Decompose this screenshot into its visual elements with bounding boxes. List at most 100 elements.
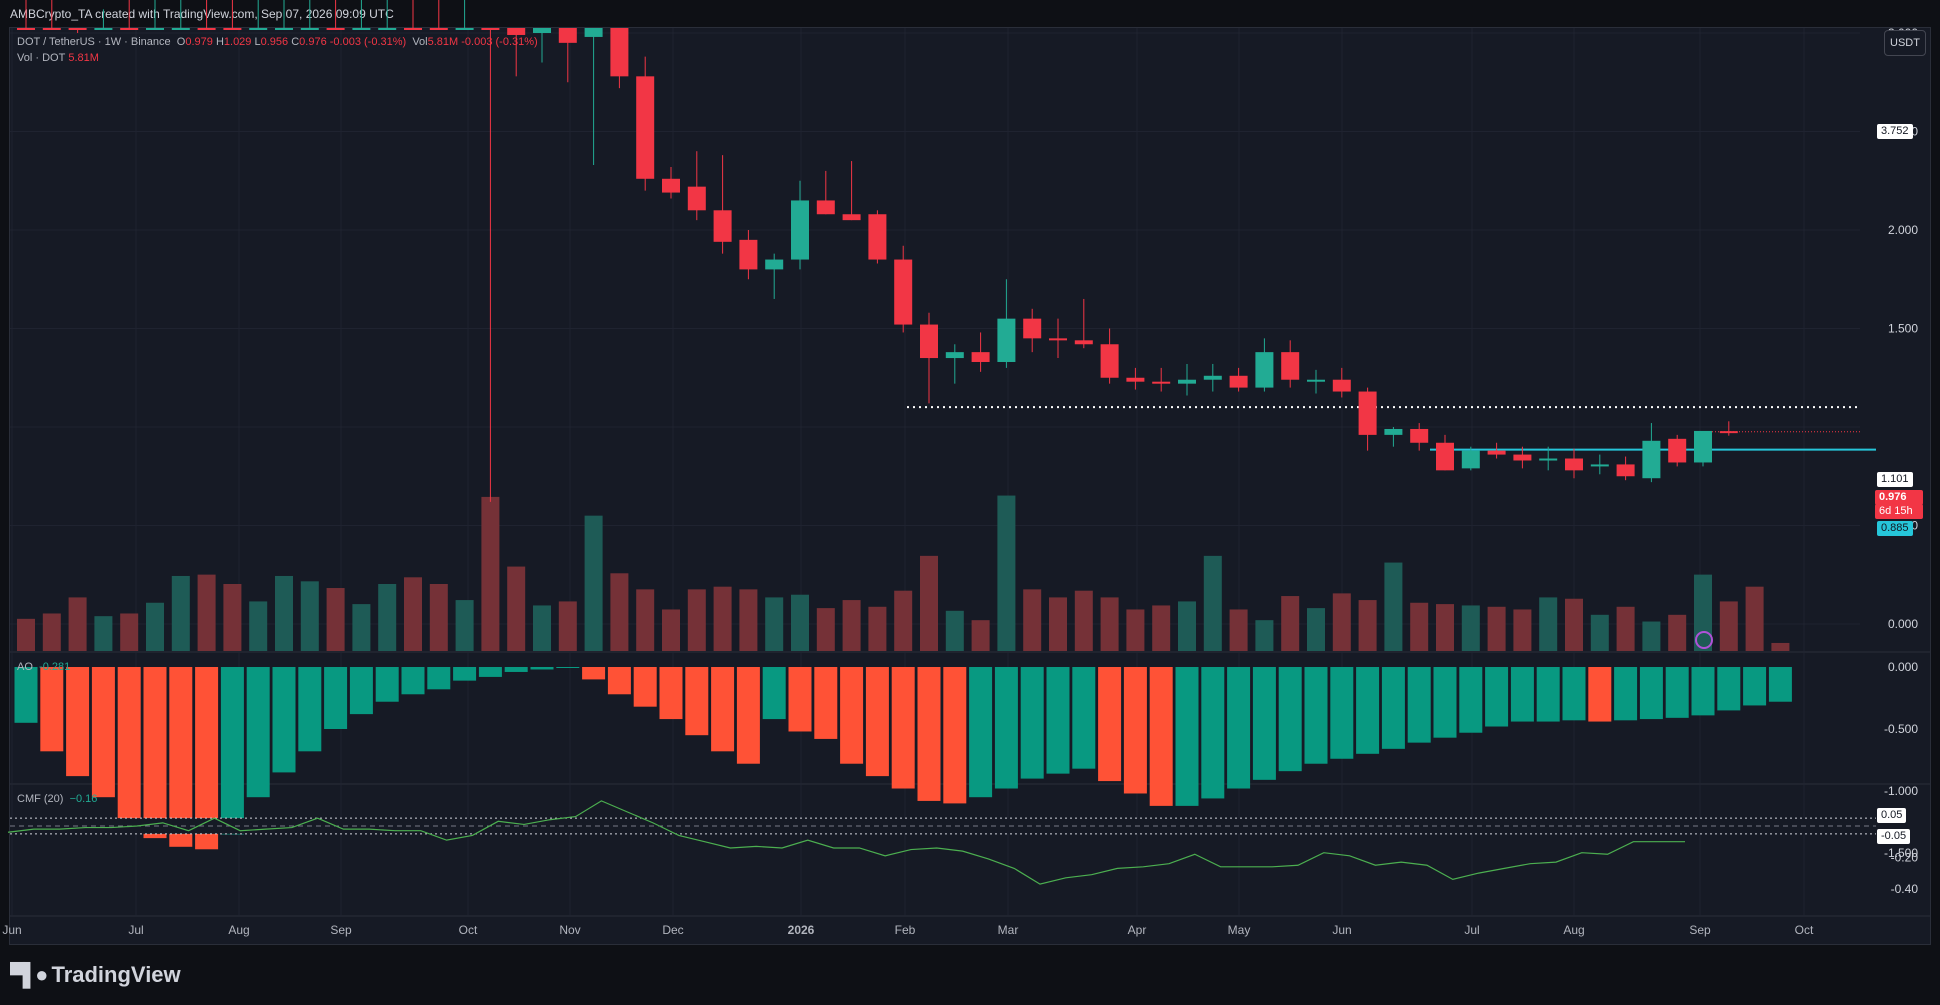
volume-bar [1023,589,1042,651]
candle-down [610,28,629,77]
candle-up [1694,430,1712,463]
ao-bar [324,667,348,729]
candle-up [1203,375,1222,380]
volume-bar [326,588,345,651]
ao-bar [401,667,425,695]
ao-bar [246,667,270,798]
ao-bar [117,667,141,822]
price-legend: DOT / TetherUS · 1W · Binance O0.979 H1.… [17,36,538,48]
candle-down [1023,318,1042,339]
volume-bar [1126,609,1145,651]
ao-bar [762,667,786,720]
candle-down [713,210,732,242]
volume-bar [713,586,732,651]
volume-bar [429,584,448,651]
ao-bar [530,667,554,670]
ao-bar [685,667,709,736]
candle-down [1358,391,1377,435]
candle-up [352,28,371,30]
volume-bar [1229,609,1248,651]
ao-label[interactable]: AO [17,661,33,673]
x-tick-label: Jul [128,923,143,937]
volume-bar [507,566,526,651]
candle-down [662,178,680,193]
candle-down [429,28,448,30]
volume-bar [1074,590,1093,651]
volume-bar [1384,562,1403,651]
x-tick-label: Oct [1795,923,1814,937]
attribution-text: AMBCrypto_TA created with TradingView.co… [10,7,394,21]
ao-bar [220,667,244,835]
cmf-tag-lower: -0.05 [1877,829,1911,844]
candle-down [636,76,655,179]
ao-bar [272,667,296,773]
x-tick-label: Oct [459,923,478,937]
ao-bar [1536,667,1560,722]
candle-down [920,324,938,359]
volume-bar [1539,597,1558,651]
ao-bar [1407,667,1431,743]
candle-down [558,28,577,43]
low-value: 0.956 [260,36,289,48]
cmf-label[interactable]: CMF (20) [17,793,64,805]
candle-down [1152,381,1171,384]
price-tag-upper-level: 3.752 [1877,124,1913,139]
volume-bar [1461,605,1480,651]
ao-y-tick-label: -1.000 [1884,784,1918,798]
volume-bar [94,616,113,651]
candle-down [687,186,706,211]
candle-down [894,259,913,325]
ao-bar [453,667,477,681]
ao-bar [582,667,606,680]
x-tick-label: 2026 [788,923,815,937]
candle-down [1565,458,1583,471]
candle-up [300,28,319,30]
cmf-y-tick-label: -0.40 [1891,882,1919,896]
ao-bar [1717,667,1741,711]
ao-bar [1743,667,1767,706]
candle-down [42,28,61,30]
volume-bar [945,610,964,651]
candle-down [1668,438,1687,463]
ao-bar [1381,667,1405,749]
ao-bar [504,667,528,672]
symbol-label[interactable]: DOT / TetherUS · 1W · Binance [17,36,171,48]
ao-bar [1330,667,1354,759]
vol-dot-label[interactable]: Vol · DOT [17,52,66,64]
tradingview-logo-icon: ▀▌● [10,962,49,987]
volume-bar [1590,614,1609,651]
candle-down [1436,442,1454,471]
ao-bar [14,667,38,723]
volume-bar [249,601,268,651]
ao-bar [1665,667,1689,718]
vol-dot-value: 5.81M [68,52,99,64]
y-tick-label: 0.000 [1888,617,1918,631]
volume-bar [378,584,397,651]
candle-down [1049,338,1067,341]
volume-bar [687,589,706,651]
candle-down [739,239,758,270]
x-tick-label: Feb [895,923,916,937]
candle-down [971,352,990,362]
volume-bar [1616,606,1635,651]
currency-button[interactable]: USDT [1884,30,1926,56]
candle-down [1513,454,1532,461]
ao-bar [1356,667,1380,754]
x-tick-label: Jun [2,923,21,937]
ao-bar [1510,667,1534,722]
candle-down [868,214,887,260]
vol-change-value: -0.003 (-0.31%) [461,36,538,48]
candle-up [171,28,190,30]
x-tick-label: Aug [228,923,249,937]
vol-label: Vol [412,36,428,48]
brand-footer[interactable]: ▀▌● TradingView [10,962,181,988]
ao-bar [195,667,219,850]
volume-bar [481,496,500,651]
close-value: 0.976 [299,36,327,48]
ao-bar [994,667,1018,789]
ao-bar [943,667,967,804]
ao-bar [1175,667,1199,806]
ao-bar [1768,667,1792,702]
volume-bar [17,618,35,651]
